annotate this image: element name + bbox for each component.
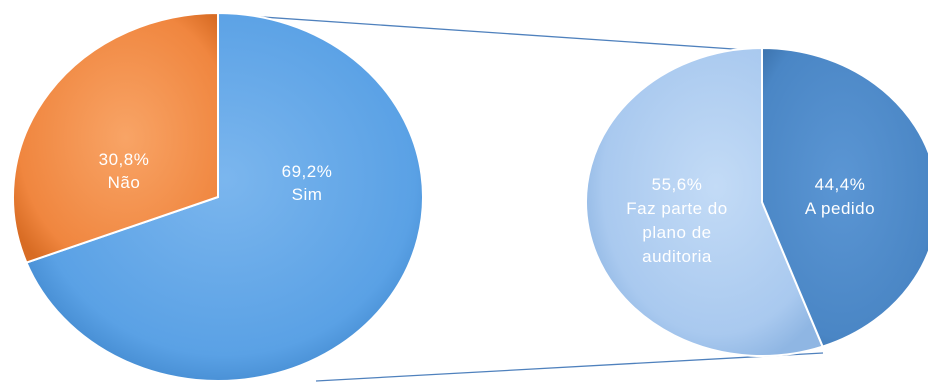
connector-line-bottom [315,352,824,382]
connector-line-top [217,13,764,52]
slice-plano-label-line-1: Faz parte do [626,199,727,218]
slice-pedido-percent: 44,4% [815,175,866,194]
pie-slice-plano-auditoria [585,46,825,357]
slice-pedido-label: A pedido [805,199,875,218]
pie-slice-a-pedido [761,46,928,348]
slice-sim-label: Sim [292,185,323,204]
slice-nao-label: Não [108,173,141,192]
secondary-pie: 55,6% Faz parte do plano de auditoria 44… [585,46,928,357]
slice-nao-percent: 30,8% [99,150,150,169]
slice-sim-percent: 69,2% [282,162,333,181]
pie-slice-sim [25,11,424,382]
slice-plano-percent: 55,6% [652,175,703,194]
slice-plano-label-line-2: plano de [642,223,711,242]
slice-plano-label-line-3: auditoria [642,247,712,266]
main-pie: 30,8% Não 69,2% Sim [12,11,424,382]
pie-slice-nao [12,11,219,264]
